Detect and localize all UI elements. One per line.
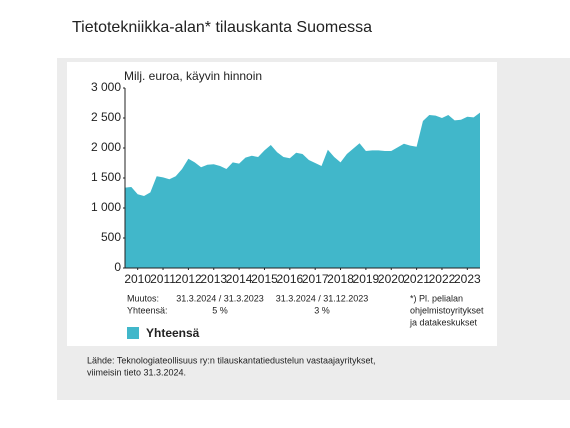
x-tick-label: 2022	[429, 272, 456, 286]
footnote: ja datakeskukset	[409, 317, 478, 327]
x-tick-label: 2023	[454, 272, 481, 286]
x-tick-label: 2015	[251, 272, 278, 286]
chart-title: Tietotekniikka-alan* tilauskanta Suomess…	[72, 19, 372, 36]
x-tick-label: 2012	[175, 272, 202, 286]
y-axis-label: Milj. euroa, käyvin hinnoin	[124, 69, 262, 83]
table-cell: 3 %	[314, 305, 330, 315]
area	[125, 112, 480, 268]
x-tick-label: 2013	[200, 272, 227, 286]
y-tick-label: 2 000	[91, 140, 121, 154]
y-tick-label: 1 500	[91, 170, 121, 184]
y-tick-label: 3 000	[91, 80, 121, 94]
footnote: ohjelmistoyritykset	[410, 305, 484, 315]
y-tick-label: 2 500	[91, 110, 121, 124]
table-cell: 31.3.2024 / 31.12.2023	[276, 293, 369, 303]
source: viimeisin tieto 31.3.2024.	[87, 367, 186, 377]
x-tick-label: 2010	[124, 272, 151, 286]
x-tick-label: 2021	[403, 272, 430, 286]
y-tick-label: 500	[101, 230, 121, 244]
x-tick-label: 2018	[327, 272, 354, 286]
x-tick-label: 2017	[302, 272, 329, 286]
x-tick-label: 2016	[276, 272, 303, 286]
footnote: *) Pl. pelialan	[410, 293, 463, 303]
legend-swatch	[127, 327, 139, 339]
y-tick-label: 0	[114, 260, 121, 274]
x-tick-label: 2011	[150, 272, 176, 286]
table-cell: Muutos:	[127, 293, 159, 303]
x-tick-label: 2019	[353, 272, 380, 286]
table-cell: 31.3.2024 / 31.3.2023	[176, 293, 264, 303]
legend-label: Yhteensä	[146, 326, 200, 340]
x-tick-label: 2014	[226, 272, 253, 286]
source: Lähde: Teknologiateollisuus ry:n tilausk…	[87, 355, 376, 365]
x-tick-label: 2020	[378, 272, 405, 286]
y-tick-label: 1 000	[91, 200, 121, 214]
table-cell: 5 %	[212, 305, 228, 315]
table-cell: Yhteensä:	[127, 305, 168, 315]
